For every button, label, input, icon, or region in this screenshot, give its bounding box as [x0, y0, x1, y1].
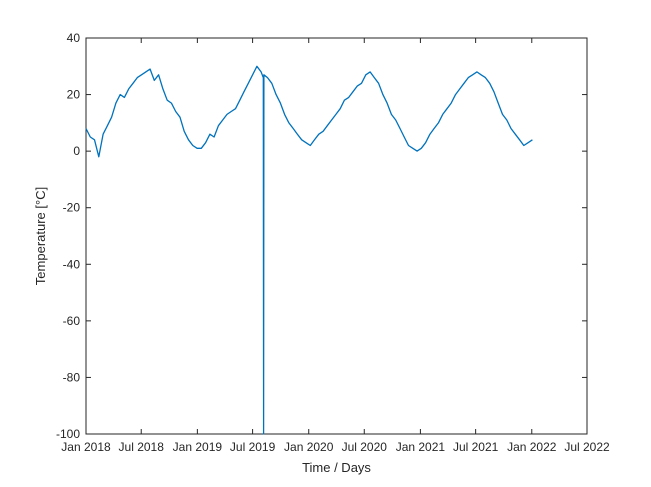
x-tick-label: Jan 2021 — [396, 440, 446, 454]
y-tick-label: -20 — [63, 201, 81, 215]
x-tick-label: Jul 2022 — [564, 440, 610, 454]
series-layer — [85, 65, 533, 435]
x-tick-label: Jul 2018 — [119, 440, 165, 454]
x-tick-label: Jan 2019 — [173, 440, 223, 454]
x-tick-label: Jul 2021 — [453, 440, 499, 454]
y-tick-label: 0 — [73, 144, 80, 158]
y-axis-label: Temperature [°C] — [33, 187, 48, 285]
plot-area — [85, 37, 588, 435]
temperature-series-line — [85, 65, 533, 435]
y-tick-label: -100 — [56, 427, 80, 441]
y-tick-label: -80 — [63, 370, 81, 384]
x-tick-label: Jan 2018 — [61, 440, 111, 454]
x-axis-label: Time / Days — [302, 460, 371, 475]
y-tick-label: -40 — [63, 257, 81, 271]
y-tick-label: -60 — [63, 314, 81, 328]
x-tick-label: Jul 2020 — [342, 440, 388, 454]
x-axis: Jan 2018 Jul 2018 Jan 2019 Jul 2019 Jan 2020… — [61, 38, 610, 454]
y-axis: 40 20 0 -20 -40 -60 -80 -100 — [56, 31, 587, 441]
y-tick-label: 40 — [67, 31, 81, 45]
y-tick-label: 20 — [67, 88, 81, 102]
x-tick-label: Jan 2022 — [507, 440, 557, 454]
x-tick-label: Jan 2020 — [284, 440, 334, 454]
x-tick-label: Jul 2019 — [230, 440, 276, 454]
